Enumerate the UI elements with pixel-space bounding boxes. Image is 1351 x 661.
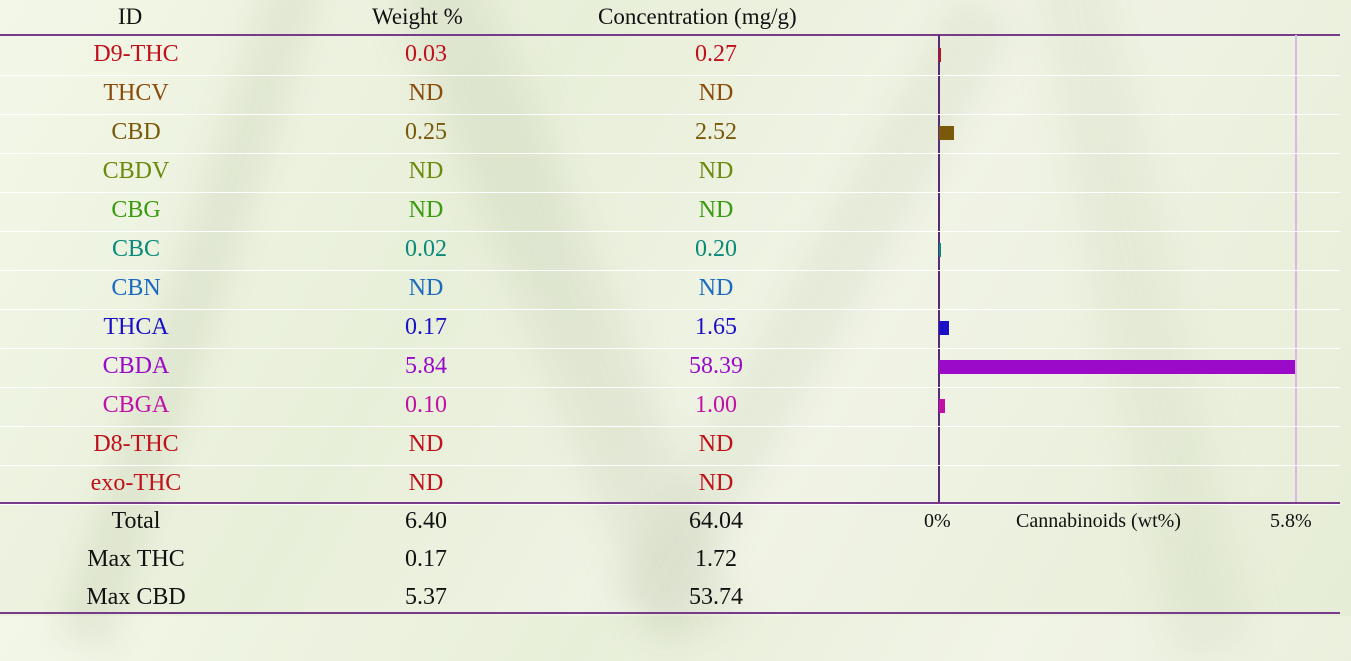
cell-weight: 5.84 (405, 353, 447, 379)
cell-id: THCA (103, 314, 169, 340)
cell-weight: 0.25 (405, 119, 447, 145)
chart-tick-max: 5.8% (1270, 510, 1312, 532)
table-row: CBN ND ND (0, 270, 1340, 310)
cell-concentration: ND (698, 470, 734, 496)
cell-concentration: 1.65 (695, 314, 737, 340)
summary-concentration: 53.74 (689, 584, 743, 610)
cell-id: THCV (103, 80, 169, 106)
cell-id: CBGA (102, 392, 170, 418)
cell-weight: ND (408, 431, 444, 457)
cell-weight: 0.02 (405, 236, 447, 262)
cell-id: CBD (111, 119, 161, 145)
cell-weight: 0.03 (405, 41, 447, 67)
chart-tick-min: 0% (924, 510, 951, 532)
bar-cbd (939, 126, 955, 140)
table-row: exo-THC ND ND (0, 465, 1340, 505)
cell-id: CBDV (102, 158, 170, 184)
chart-axis-max (1295, 35, 1297, 503)
cell-id: D9-THC (93, 41, 179, 67)
summary-label: Total (111, 508, 161, 534)
summary-concentration: 64.04 (689, 508, 743, 534)
cell-id: CBG (111, 197, 161, 223)
bar-cbga (939, 399, 946, 413)
cell-concentration: 0.20 (695, 236, 737, 262)
header-weight: Weight % (372, 4, 463, 29)
summary-label: Max THC (87, 546, 185, 572)
cell-weight: ND (408, 158, 444, 184)
summary-weight: 6.40 (405, 508, 447, 534)
header-id: ID (118, 4, 143, 29)
cell-concentration: ND (698, 431, 734, 457)
cell-id: CBN (111, 275, 161, 301)
cell-id: CBDA (102, 353, 170, 379)
summary-label: Max CBD (86, 584, 186, 610)
header-concentration: Concentration (mg/g) (598, 4, 797, 29)
table-row: THCV ND ND (0, 75, 1340, 115)
chart-axis-zero (938, 35, 940, 503)
summary-row: Max CBD 5.37 53.74 (0, 580, 1340, 618)
cell-weight: ND (408, 197, 444, 223)
summary-weight: 0.17 (405, 546, 447, 572)
bar-cbda (939, 360, 1295, 374)
bar-cbc (939, 243, 941, 257)
table-row: CBDA 5.84 58.39 (0, 348, 1340, 388)
table-row: CBGA 0.10 1.00 (0, 387, 1340, 427)
table-row: CBDV ND ND (0, 153, 1340, 193)
cell-id: CBC (111, 236, 161, 262)
summary-weight: 5.37 (405, 584, 447, 610)
cell-concentration: ND (698, 80, 734, 106)
table-bottom-divider (0, 502, 1340, 504)
cell-id: exo-THC (90, 470, 182, 496)
cell-concentration: 0.27 (695, 41, 737, 67)
header-divider (0, 34, 1340, 36)
cell-weight: 0.17 (405, 314, 447, 340)
cell-weight: 0.10 (405, 392, 447, 418)
bar-d9-thc (939, 48, 941, 62)
cell-concentration: 2.52 (695, 119, 737, 145)
summary-concentration: 1.72 (695, 546, 737, 572)
cell-weight: ND (408, 275, 444, 301)
cell-concentration: ND (698, 158, 734, 184)
table-row: D8-THC ND ND (0, 426, 1340, 466)
cell-weight: ND (408, 80, 444, 106)
cell-weight: ND (408, 470, 444, 496)
table-row: THCA 0.17 1.65 (0, 309, 1340, 349)
cell-id: D8-THC (93, 431, 179, 457)
cell-concentration: ND (698, 275, 734, 301)
summary-row: Total 6.40 64.04 (0, 504, 1340, 542)
table-row: CBC 0.02 0.20 (0, 231, 1340, 271)
table-row: CBD 0.25 2.52 (0, 114, 1340, 154)
cell-concentration: 1.00 (695, 392, 737, 418)
cell-concentration: ND (698, 197, 734, 223)
cell-concentration: 58.39 (689, 353, 743, 379)
bar-thca (939, 321, 950, 335)
table-row: CBG ND ND (0, 192, 1340, 232)
chart-xlabel: Cannabinoids (wt%) (1016, 510, 1181, 532)
summary-bottom-divider (0, 612, 1340, 614)
table-row: D9-THC 0.03 0.27 (0, 36, 1340, 76)
summary-row: Max THC 0.17 1.72 (0, 542, 1340, 580)
